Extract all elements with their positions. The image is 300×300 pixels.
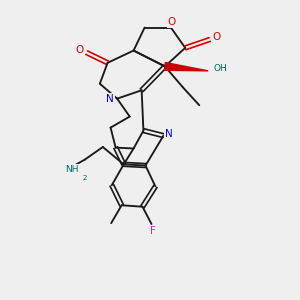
Text: F: F xyxy=(150,226,156,236)
Text: OH: OH xyxy=(213,64,227,73)
Text: NH: NH xyxy=(65,165,79,174)
Text: N: N xyxy=(165,129,172,139)
Polygon shape xyxy=(164,62,208,71)
Text: 2: 2 xyxy=(83,175,87,181)
Text: O: O xyxy=(75,45,83,55)
Text: O: O xyxy=(212,32,220,42)
Text: O: O xyxy=(167,17,175,28)
Text: N: N xyxy=(106,94,114,103)
